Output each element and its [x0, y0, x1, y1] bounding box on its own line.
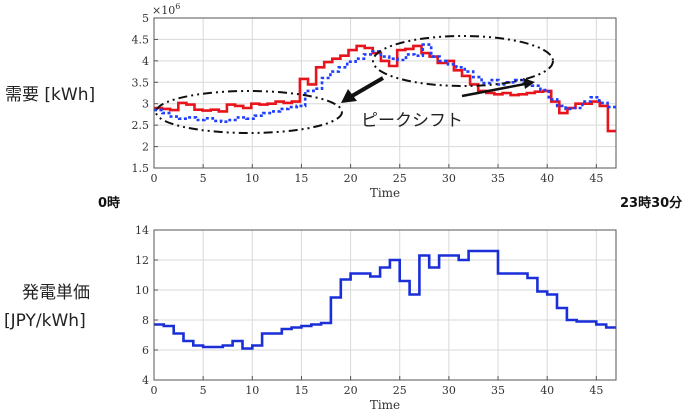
- shift-arrow-head: [341, 89, 357, 103]
- demand-y-exponent: ×106: [152, 2, 180, 17]
- demand-y-tick-label: 3.5: [132, 76, 150, 89]
- demand-y-tick-label: 2: [142, 141, 149, 154]
- shift-arrow-right-head: [523, 78, 535, 89]
- price-y-tick-label: 10: [135, 284, 149, 297]
- shift-arrow-right: [461, 82, 526, 98]
- demand-y-tick-label: 3: [142, 98, 149, 111]
- end-time-label: 23時30分: [620, 195, 682, 211]
- price-x-tick-label: 15: [294, 384, 308, 397]
- peak-shift-annotation: ピークシフト: [155, 35, 554, 134]
- demand-y-tick-label: 2.5: [132, 119, 150, 132]
- start-time-label: 0時: [98, 195, 120, 211]
- price-x-tick-label: 25: [393, 384, 407, 397]
- demand-x-tick-label: 30: [442, 172, 456, 185]
- demand-x-tick-label: 35: [491, 172, 505, 185]
- demand-x-tick-label: 5: [200, 172, 207, 185]
- demand-y-tick-label: 5: [142, 12, 149, 25]
- demand-panel: 0 5 10 15 20 25 30 35 40 45 1.5 2 2.5 3 3.5 4 4.5 5 Time: [132, 12, 617, 200]
- price-y-tick-label: 14: [135, 224, 149, 237]
- price-x-tick-label: 0: [151, 384, 158, 397]
- price-x-tick-label: 20: [344, 384, 358, 397]
- price-y-tick-label: 8: [142, 314, 149, 327]
- price-x-tick-label: 10: [245, 384, 259, 397]
- demand-series-line-2: [154, 43, 616, 123]
- demand-y-tick-label: 4: [142, 55, 149, 68]
- price-series-line-1: [154, 249, 616, 350]
- demand-ylabel: 需要 [kWh]: [5, 85, 95, 105]
- price-panel: 0 5 10 15 20 25 30 35 40 45 4 6 8 10 12 14 Time: [135, 224, 617, 412]
- price-y-tick-label: 4: [142, 374, 149, 387]
- peak-shift-label: ピークシフト: [361, 111, 463, 131]
- offpeak-ellipse: [155, 90, 343, 134]
- demand-x-tick-label: 25: [393, 172, 407, 185]
- price-x-tick-label: 30: [442, 384, 456, 397]
- price-y-tick-label: 6: [142, 344, 149, 357]
- demand-axes-frame: [153, 17, 617, 169]
- price-ylabel-line2: [JPY/kWh]: [4, 311, 86, 331]
- demand-x-tick-label: 20: [344, 172, 358, 185]
- demand-x-axis-label: Time: [370, 186, 400, 200]
- demand-x-tick-label: 0: [151, 172, 158, 185]
- price-ylabel-line1: 発電単価: [22, 283, 90, 303]
- demand-y-tick-label: 1.5: [132, 162, 150, 175]
- price-plot-area: [154, 230, 616, 380]
- peak-ellipse: [372, 35, 554, 87]
- shift-arrow: [350, 76, 385, 98]
- demand-x-tick-label: 45: [589, 172, 603, 185]
- price-x-tick-label: 45: [589, 384, 603, 397]
- demand-x-tick-label: 40: [540, 172, 554, 185]
- demand-y-tick-label: 4.5: [132, 33, 150, 46]
- price-x-tick-label: 40: [540, 384, 554, 397]
- price-x-tick-label: 35: [491, 384, 505, 397]
- price-x-tick-label: 5: [200, 384, 207, 397]
- demand-x-tick-label: 10: [245, 172, 259, 185]
- demand-x-tick-label: 15: [294, 172, 308, 185]
- price-axes-frame: [153, 229, 617, 381]
- price-x-axis-label: Time: [370, 398, 400, 412]
- price-y-tick-label: 12: [135, 254, 149, 267]
- demand-series-line-1: [154, 44, 616, 133]
